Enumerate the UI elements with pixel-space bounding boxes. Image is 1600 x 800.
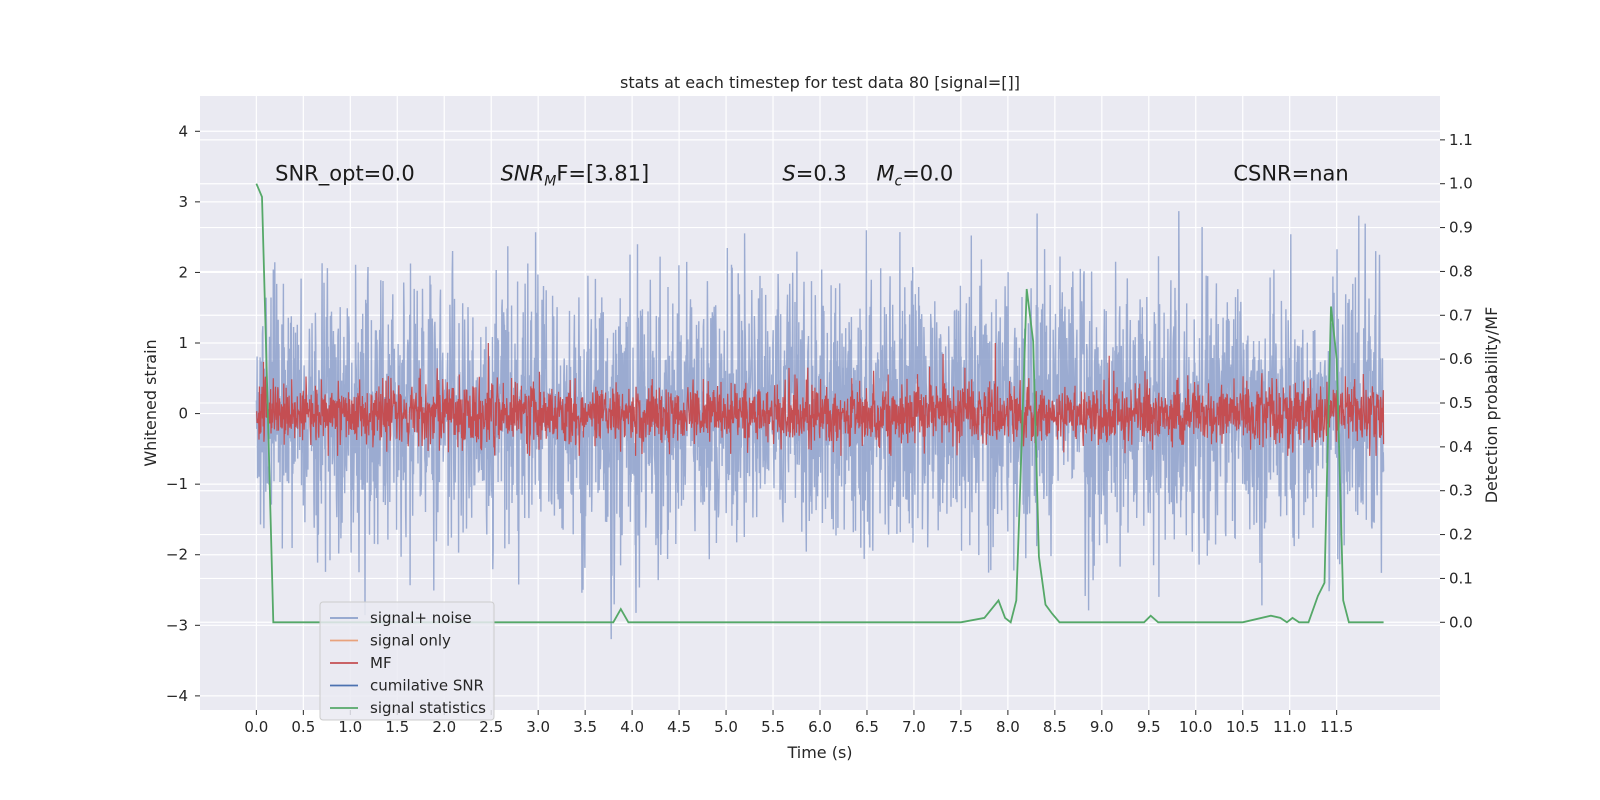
y-right-tick-label: 0.2	[1449, 526, 1473, 544]
x-tick-label: 1.0	[338, 718, 362, 736]
x-tick-label: 3.5	[573, 718, 597, 736]
legend: signal+ noise signal only MF cumilative SNR…	[319, 601, 495, 721]
legend-entry: cumilative SNR	[370, 677, 484, 695]
annotation: SNR_opt=0.0	[275, 162, 415, 187]
legend-entry: signal only	[370, 632, 451, 650]
y-left-tick-label: 3	[178, 193, 188, 211]
y-left-tick-label: −1	[166, 475, 188, 493]
x-tick-label: 3.0	[526, 718, 550, 736]
x-tick-label: 8.0	[996, 718, 1020, 736]
y-left-tick-label: 0	[178, 405, 188, 423]
x-tick-label: 6.0	[808, 718, 832, 736]
x-tick-label: 7.0	[902, 718, 926, 736]
y-axis-label-right: Detection probability/MF	[1482, 307, 1501, 504]
y-right-tick-label: 0.5	[1449, 394, 1473, 412]
x-tick-label: 5.0	[714, 718, 738, 736]
chart-title: stats at each timestep for test data 80 …	[620, 73, 1020, 92]
y-right-tick-label: 0.1	[1449, 569, 1473, 587]
x-tick-label: 5.5	[761, 718, 785, 736]
x-tick-label: 8.5	[1043, 718, 1067, 736]
x-tick-label: 4.0	[620, 718, 644, 736]
y-right-tick-label: 0.9	[1449, 219, 1473, 237]
y-right-tick-label: 0.3	[1449, 482, 1473, 500]
x-tick-label: 11.5	[1320, 718, 1353, 736]
x-tick-label: 1.5	[385, 718, 409, 736]
y-right-tick-label: 0.7	[1449, 306, 1473, 324]
x-tick-label: 0.0	[244, 718, 268, 736]
y-left-tick-label: −2	[166, 546, 188, 564]
x-tick-label: 10.0	[1179, 718, 1212, 736]
x-tick-label: 9.0	[1090, 718, 1114, 736]
annotations: SNR_opt=0.0 SNRMF=[3.81] S=0.3 Mc=0.0 CSNR=n…	[275, 162, 1349, 190]
y-left-tick-label: −3	[166, 616, 188, 634]
x-tick-label: 2.0	[432, 718, 456, 736]
x-tick-label: 2.5	[479, 718, 503, 736]
x-tick-label: 7.5	[949, 718, 973, 736]
axes: 0.0 0.5 1.0 1.5 2.0 2.5 3.0 3.5 4.0 4.5 5.0 5.5 6.0 6…	[166, 122, 1473, 736]
annotation: Mc=0.0	[876, 162, 953, 190]
y-right-tick-label: 1.1	[1449, 131, 1473, 149]
annotation: CSNR=nan	[1233, 162, 1348, 186]
legend-entry: MF	[370, 654, 392, 672]
y-right-tick-label: 0.4	[1449, 438, 1473, 456]
legend-box	[319, 601, 495, 721]
legend-entry: signal+ noise	[370, 609, 472, 627]
series-signal-statistics-line	[255, 183, 1384, 624]
x-tick-label: 9.5	[1137, 718, 1161, 736]
annotation: SNRMF=[3.81]	[501, 162, 650, 190]
y-left-tick-label: 2	[178, 263, 188, 281]
annotation: S=0.3	[782, 162, 846, 186]
x-tick-label: 4.5	[667, 718, 691, 736]
y-axis-label-left: Whitened strain	[141, 339, 160, 466]
series-mf-line	[256, 342, 1385, 456]
x-tick-label: 10.5	[1226, 718, 1259, 736]
x-axis-label: Time (s)	[786, 743, 852, 762]
x-tick-label: 11.0	[1273, 718, 1306, 736]
y-right-tick-label: 1.0	[1449, 175, 1473, 193]
y-left-tick-label: 1	[178, 334, 188, 352]
series-layer	[255, 183, 1385, 640]
legend-entry: signal statistics	[370, 699, 486, 717]
y-right-tick-label: 0.8	[1449, 262, 1473, 280]
x-tick-label: 0.5	[291, 718, 315, 736]
y-right-tick-label: 0.0	[1449, 613, 1473, 631]
y-left-tick-label: −4	[166, 687, 188, 705]
x-tick-label: 6.5	[855, 718, 879, 736]
y-right-tick-label: 0.6	[1449, 350, 1473, 368]
y-left-tick-label: 4	[178, 122, 188, 140]
